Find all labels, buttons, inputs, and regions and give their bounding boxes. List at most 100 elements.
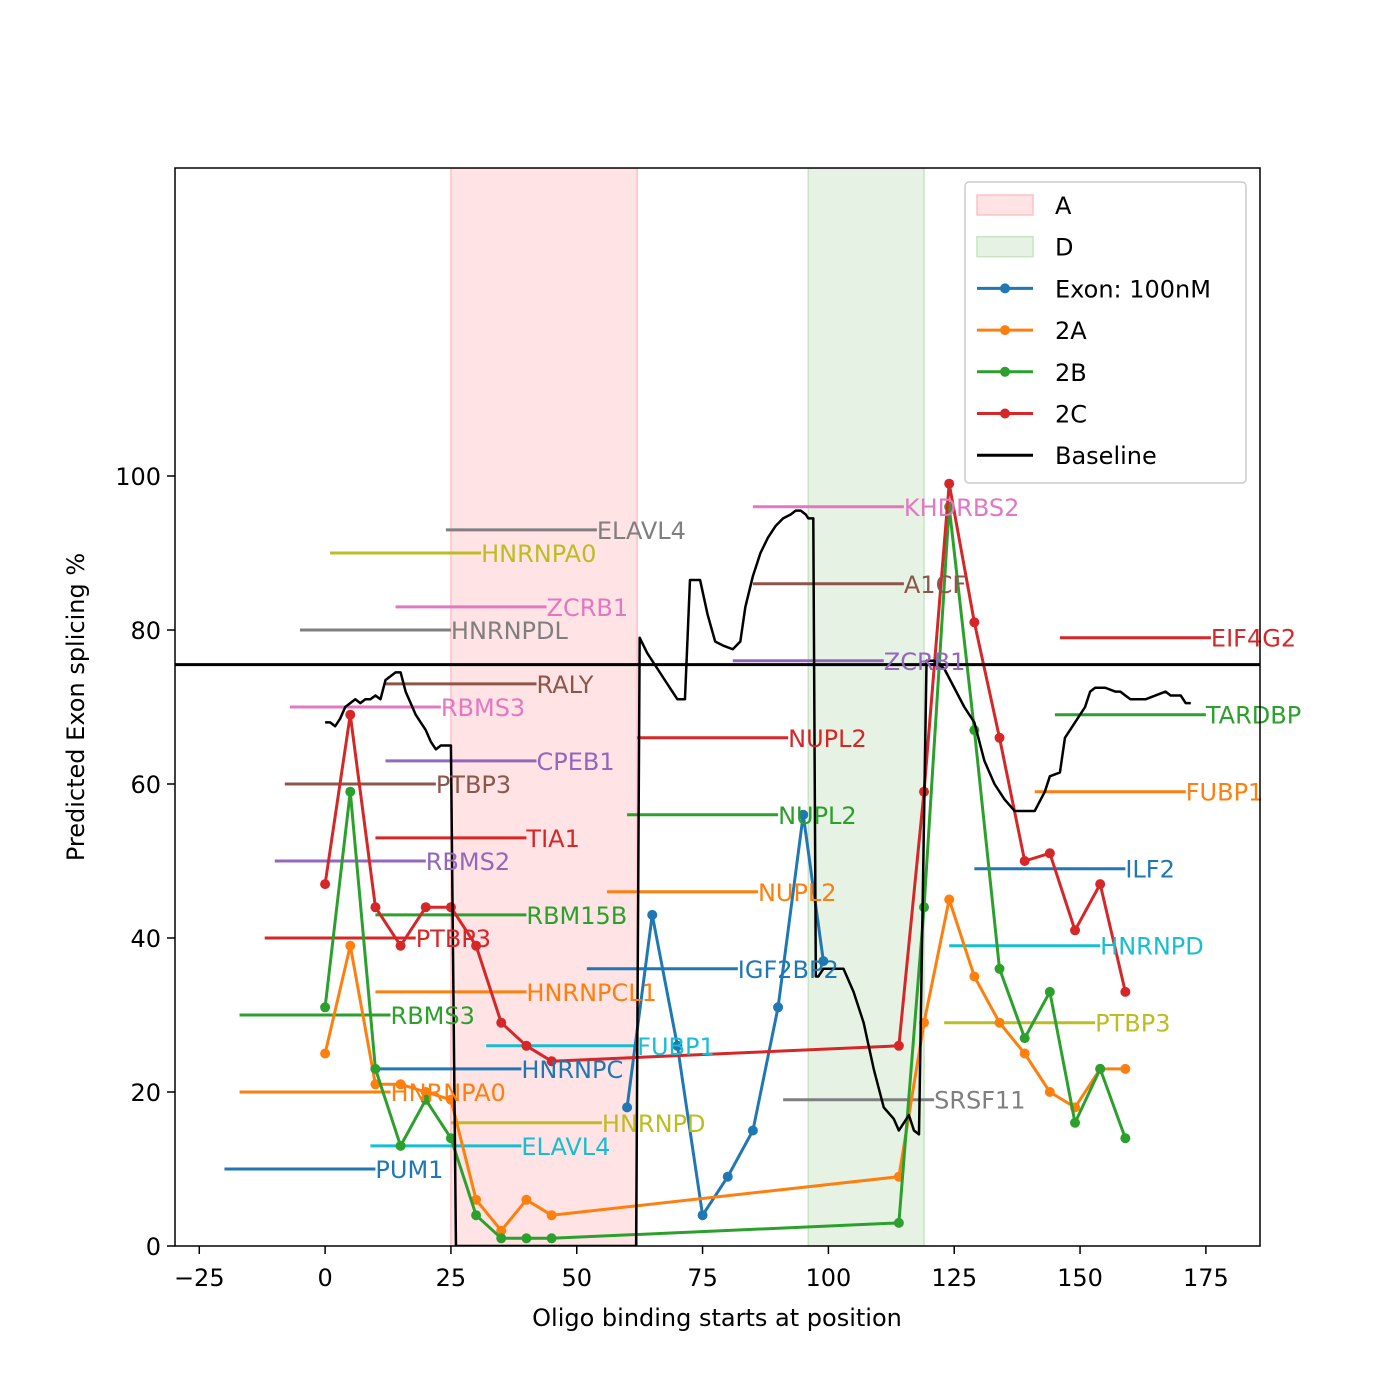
annotation-label-14: FUBP1 xyxy=(637,1033,715,1061)
point-2c-1 xyxy=(345,709,356,720)
annotation-label-19: PUM1 xyxy=(375,1156,443,1184)
point-2c-10 xyxy=(893,1040,904,1051)
point-2c-15 xyxy=(1019,856,1030,866)
point-2b-9 xyxy=(546,1233,557,1244)
annotation-label-18: ELAVL4 xyxy=(521,1133,610,1161)
annotation-label-31: ILF2 xyxy=(1125,856,1175,884)
point-exon-100nm-0 xyxy=(622,1102,633,1113)
legend-label-2b: 2B xyxy=(1055,359,1087,387)
legend-marker-2c xyxy=(1000,408,1010,419)
point-2b-14 xyxy=(994,963,1005,974)
annotation-label-23: NUPL2 xyxy=(788,725,867,753)
y-tick-label: 60 xyxy=(130,771,161,799)
annotation-label-32: HNRNPD xyxy=(1100,933,1204,961)
annotation-label-26: IGF2BP2 xyxy=(738,956,839,984)
annotation-label-20: KHDRBS2 xyxy=(904,494,1020,522)
annotation-label-21: A1CF xyxy=(904,571,966,599)
annotation-label-12: HNRNPCL1 xyxy=(526,979,657,1007)
point-2a-13 xyxy=(969,971,980,982)
annotation-label-29: TARDBP xyxy=(1205,702,1301,730)
annotation-label-3: HNRNPDL xyxy=(451,617,569,645)
point-2c-8 xyxy=(521,1040,532,1051)
point-2b-0 xyxy=(320,1002,331,1013)
shaded-regions xyxy=(450,168,925,1246)
point-exon-100nm-8 xyxy=(818,956,829,967)
point-2c-19 xyxy=(1120,986,1131,997)
point-2a-19 xyxy=(1120,1063,1131,1074)
point-2b-4 xyxy=(420,1094,431,1105)
legend-marker-2b xyxy=(1000,366,1010,377)
point-2b-15 xyxy=(1019,1033,1030,1044)
legend-label-exon-100nm: Exon: 100nM xyxy=(1055,275,1211,303)
point-exon-100nm-4 xyxy=(722,1171,733,1182)
annotation-label-5: RBMS3 xyxy=(441,694,525,722)
region-d xyxy=(807,168,925,1246)
annotation-label-1: HNRNPA0 xyxy=(481,540,596,568)
annotation-label-17: HNRNPD xyxy=(602,1110,706,1138)
annotation-label-28: EIF4G2 xyxy=(1211,625,1296,653)
point-2b-7 xyxy=(496,1233,507,1244)
point-2a-1 xyxy=(345,940,356,951)
annotation-lines xyxy=(224,505,1211,1171)
point-2c-3 xyxy=(395,940,406,951)
legend-swatch-d xyxy=(976,235,1034,258)
legend-marker-2a xyxy=(1000,325,1010,336)
point-2c-9 xyxy=(546,1056,557,1067)
point-2c-13 xyxy=(969,617,980,628)
region-a xyxy=(450,168,638,1246)
point-2b-8 xyxy=(521,1233,532,1244)
point-2c-18 xyxy=(1095,879,1106,890)
x-tick-label: 0 xyxy=(317,1264,332,1292)
legend-label-2c: 2C xyxy=(1055,401,1087,429)
point-2b-19 xyxy=(1120,1133,1131,1144)
legend-label-d: D xyxy=(1055,234,1073,262)
point-2a-2 xyxy=(370,1079,381,1090)
annotation-label-7: PTBP3 xyxy=(436,771,511,799)
series-line-baseline xyxy=(325,509,1191,1246)
point-2a-6 xyxy=(471,1194,482,1205)
x-axis-ticks: −25 0 25 50 75 100 125 150 175 xyxy=(174,1246,1229,1292)
legend-swatch-a xyxy=(976,194,1034,216)
point-2b-1 xyxy=(345,786,356,797)
point-2c-7 xyxy=(496,1017,507,1028)
y-tick-label: 20 xyxy=(130,1079,161,1107)
point-2a-3 xyxy=(395,1079,406,1090)
x-tick-label: 175 xyxy=(1183,1264,1229,1292)
point-2c-14 xyxy=(994,732,1005,743)
point-2b-11 xyxy=(919,902,930,913)
annotation-label-2: ZCRB1 xyxy=(547,594,629,622)
annotation-label-8: TIA1 xyxy=(525,825,579,853)
annotation-label-33: PTBP3 xyxy=(1095,1010,1170,1038)
x-tick-label: 150 xyxy=(1057,1264,1103,1292)
annotation-label-6: CPEB1 xyxy=(536,748,614,776)
annotation-label-16: HNRNPA0 xyxy=(391,1079,506,1107)
x-tick-label: 50 xyxy=(561,1264,592,1292)
series-line-2b xyxy=(323,505,1127,1240)
point-2b-5 xyxy=(445,1133,456,1144)
point-2c-2 xyxy=(370,902,381,913)
point-2a-0 xyxy=(320,1048,331,1059)
point-2c-12 xyxy=(944,478,955,489)
annotation-label-0: ELAVL4 xyxy=(597,517,686,545)
y-axis-ticks: 0 20 40 60 80 100 xyxy=(115,463,175,1261)
point-2c-0 xyxy=(320,879,331,890)
series-lines xyxy=(175,478,1260,1246)
annotation-label-15: HNRNPC xyxy=(521,1056,623,1084)
x-tick-label: −25 xyxy=(174,1264,225,1292)
x-tick-label: 125 xyxy=(931,1264,977,1292)
point-2c-17 xyxy=(1070,925,1081,936)
annotation-label-22: ZCRB1 xyxy=(884,648,966,676)
x-axis-label: Oligo binding starts at position xyxy=(532,1304,902,1332)
point-exon-100nm-6 xyxy=(773,1002,784,1013)
annotation-label-27: SRSF11 xyxy=(934,1087,1026,1115)
annotation-label-11: PTBP3 xyxy=(416,925,491,953)
point-2a-16 xyxy=(1044,1087,1055,1097)
annotation-label-4: RALY xyxy=(536,671,593,699)
annotation-label-25: NUPL2 xyxy=(758,879,837,907)
point-2b-18 xyxy=(1095,1063,1106,1074)
x-tick-label: 100 xyxy=(805,1264,851,1292)
y-tick-label: 100 xyxy=(115,463,161,491)
point-2c-4 xyxy=(420,902,431,913)
plot-frame xyxy=(174,167,1261,1247)
